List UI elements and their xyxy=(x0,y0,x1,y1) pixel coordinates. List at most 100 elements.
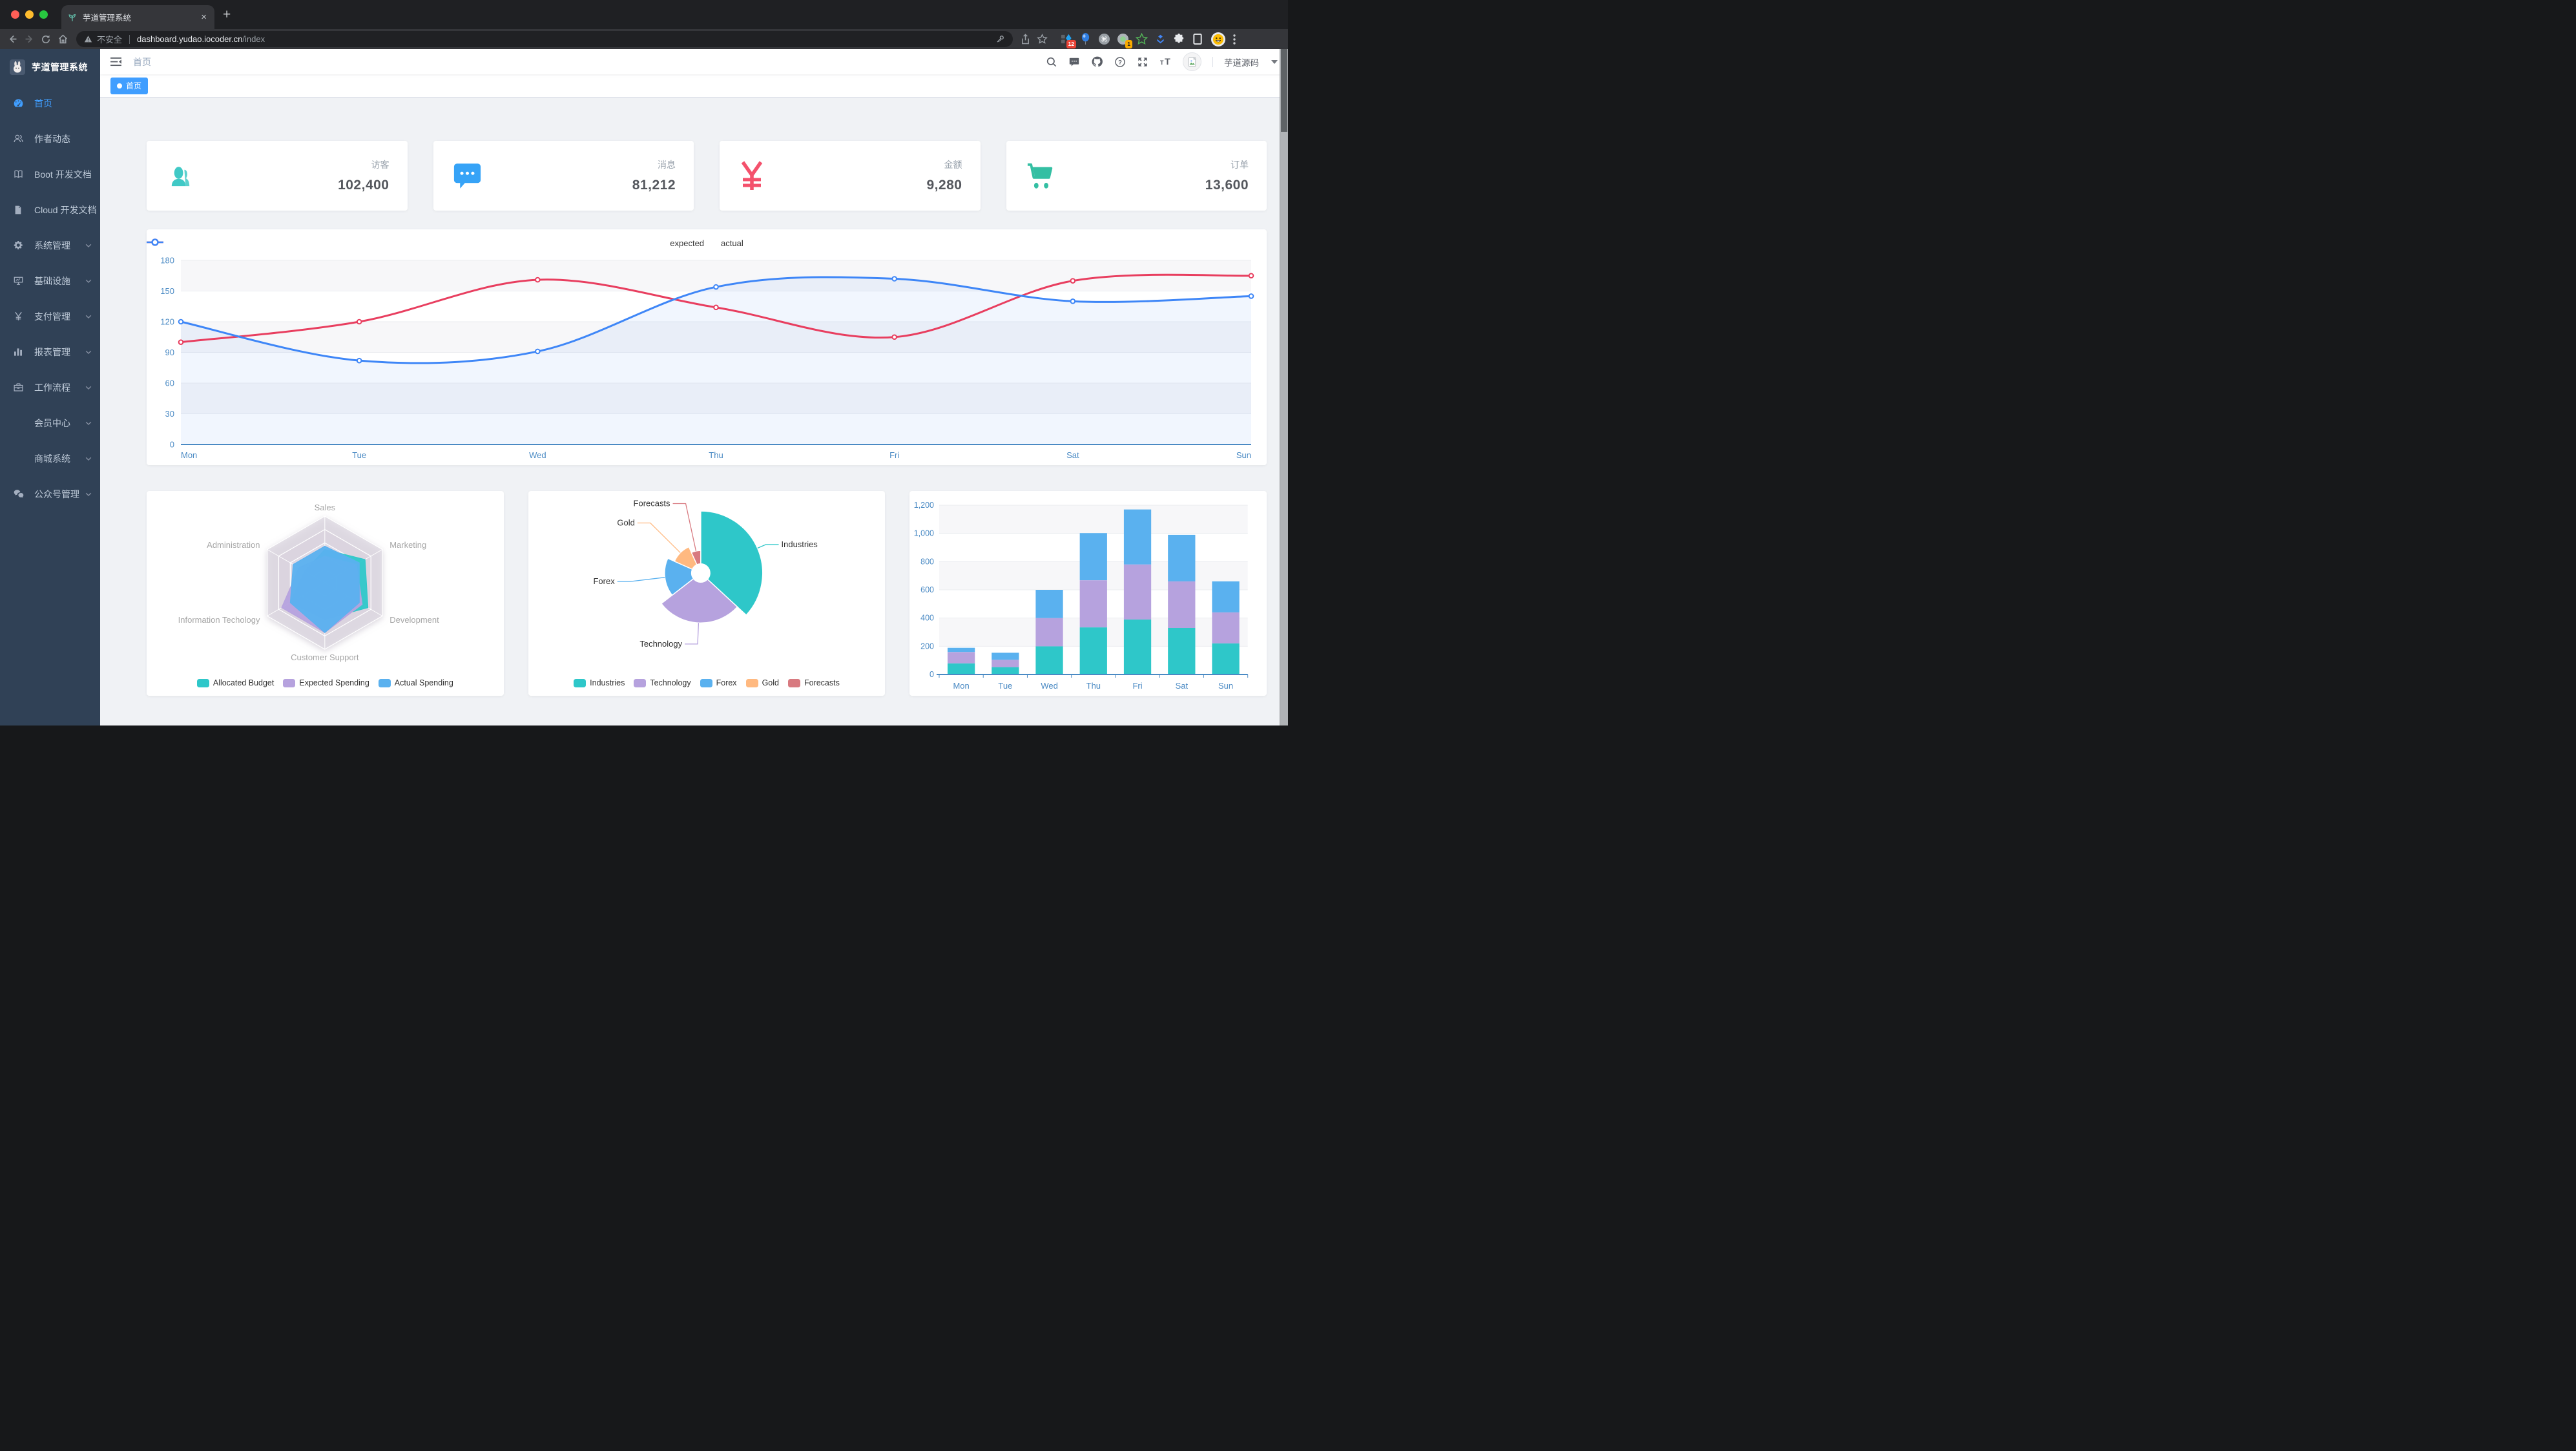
navbar-divider xyxy=(1212,56,1213,67)
dashboard-icon xyxy=(13,98,25,109)
extension-reading-list-icon[interactable] xyxy=(1190,32,1205,47)
sidebar-item-11[interactable]: 商城系统 xyxy=(0,441,100,476)
legend-item[interactable]: Forecasts xyxy=(787,678,840,687)
tab-close-icon[interactable]: × xyxy=(201,12,207,23)
sidebar-item-12[interactable]: 公众号管理 xyxy=(0,476,100,512)
legend-label: expected xyxy=(670,238,705,248)
svg-text:Fri: Fri xyxy=(1133,681,1143,691)
sidebar-item-10[interactable]: 会员中心 xyxy=(0,405,100,441)
legend-swatch xyxy=(283,678,296,687)
extension-puzzle-icon[interactable] xyxy=(1172,32,1186,47)
pie-chart-legend: Industries Technology Forex Gold Forecasts xyxy=(528,678,886,687)
legend-item[interactable]: Allocated Budget xyxy=(196,678,274,687)
bookmark-star-icon[interactable] xyxy=(1034,34,1050,45)
legend-swatch xyxy=(574,678,587,687)
svg-text:1,000: 1,000 xyxy=(914,529,934,538)
caret-down-icon[interactable] xyxy=(1271,59,1278,64)
legend-item-expected[interactable]: expected xyxy=(147,238,705,248)
svg-text:Customer Support: Customer Support xyxy=(291,652,359,662)
radar-chart[interactable]: Sales Administration Information Techology… xyxy=(147,491,504,696)
share-icon[interactable] xyxy=(1017,34,1034,45)
navbar-actions: ? T T 芋道源码 xyxy=(1046,52,1278,71)
new-tab-button[interactable]: + xyxy=(223,7,231,22)
reload-icon[interactable] xyxy=(37,34,54,45)
sidebar-item-7[interactable]: 支付管理 xyxy=(0,298,100,334)
svg-text:Wed: Wed xyxy=(1041,681,1058,691)
sidebar-item-label: 公众号管理 xyxy=(34,488,79,499)
message-icon[interactable] xyxy=(1068,56,1080,68)
fullscreen-icon[interactable] xyxy=(1137,56,1148,68)
pie-chart[interactable]: Industries Technology Forex Gold Forecasts xyxy=(528,491,886,696)
legend-item[interactable]: Industries xyxy=(574,678,625,687)
home-icon[interactable] xyxy=(54,34,71,45)
pie-chart-card: Industries Technology Forex Gold Forecasts I… xyxy=(528,491,886,696)
browser-tab[interactable]: 芋道管理系统 × xyxy=(61,5,214,29)
sidebar-item-3[interactable]: Boot 开发文档 xyxy=(0,156,100,192)
security-label[interactable]: 不安全 xyxy=(97,35,123,45)
sidebar-item-5[interactable]: 系统管理 xyxy=(0,227,100,263)
stat-card-visitors[interactable]: 访客 102,400 xyxy=(147,141,408,211)
url-host: dashboard.yudao.iocoder.cn xyxy=(137,34,243,44)
tag-首页[interactable]: 首页 xyxy=(110,77,149,94)
github-icon[interactable] xyxy=(1091,56,1103,68)
stat-card-messages[interactable]: 消息 81,212 xyxy=(433,141,694,211)
svg-text:Gold: Gold xyxy=(617,517,634,527)
stat-card-orders[interactable]: 订单 13,600 xyxy=(1006,141,1267,211)
svg-text:180: 180 xyxy=(160,256,174,266)
legend-item[interactable]: Expected Spending xyxy=(283,678,369,687)
hamburger-collapse-icon[interactable] xyxy=(110,57,121,67)
sidebar-item-label: 工作流程 xyxy=(34,382,70,393)
sidebar: 芋道管理系统 首页 作者动态 Boot 开发文档 Cloud 开发文档系统管理 基础设施… xyxy=(0,49,100,725)
scrollbar-thumb[interactable] xyxy=(1281,49,1287,132)
extension-balloon-icon[interactable] xyxy=(1078,32,1092,47)
sidebar-item-1[interactable]: 首页 xyxy=(0,85,100,121)
legend-swatch xyxy=(700,678,712,687)
chevron-down-icon xyxy=(85,348,92,356)
kebab-menu-icon[interactable] xyxy=(1233,34,1236,45)
svg-text:0: 0 xyxy=(930,670,934,679)
sidebar-item-9[interactable]: 工作流程 xyxy=(0,370,100,405)
svg-text:Tue: Tue xyxy=(352,450,366,460)
line-chart[interactable]: 0 30 60 90 120 150 180 Mon Tue Wed Thu Fri Sat Sun xyxy=(147,229,1267,465)
sidebar-item-label: Cloud 开发文档 xyxy=(34,204,97,215)
extension-chevrons-icon[interactable] xyxy=(1153,32,1167,47)
sidebar-item-2[interactable]: 作者动态 xyxy=(0,121,100,156)
svg-text:200: 200 xyxy=(920,642,934,651)
stat-peoples-icon xyxy=(166,161,196,191)
window-minimize-button[interactable] xyxy=(25,10,34,19)
tag-label: 首页 xyxy=(126,81,142,90)
help-icon[interactable]: ? xyxy=(1114,56,1126,68)
legend-item-actual[interactable]: actual xyxy=(147,238,743,248)
extension-command-icon[interactable]: ⌘ xyxy=(1097,32,1111,47)
user-avatar-broken-image-icon[interactable] xyxy=(1183,52,1201,71)
key-icon[interactable] xyxy=(995,34,1005,45)
app-page: 芋道管理系统 首页 作者动态 Boot 开发文档 Cloud 开发文档 系统管理 基础设施… xyxy=(0,49,1288,725)
extension-recorder-icon[interactable]: 1 xyxy=(1116,32,1132,48)
sidebar-item-6[interactable]: 基础设施 xyxy=(0,263,100,298)
bar-chart[interactable]: 0 200 400 600 800 1,000 1,200 Mon Tue Wed Thu Fri Sa… xyxy=(909,491,1267,696)
browser-profile-avatar[interactable] xyxy=(1211,32,1225,47)
address-bar[interactable]: 不安全 dashboard.yudao.iocoder.cn/index xyxy=(76,31,1013,47)
app-logo[interactable]: 芋道管理系统 xyxy=(0,49,100,85)
legend-label: Actual Spending xyxy=(394,678,453,687)
stat-card-value: 9,280 xyxy=(926,178,962,193)
page-scrollbar[interactable] xyxy=(1280,49,1288,725)
sidebar-item-4[interactable]: Cloud 开发文档 xyxy=(0,192,100,227)
svg-text:Thu: Thu xyxy=(1086,681,1101,691)
legend-item[interactable]: Forex xyxy=(700,678,737,687)
legend-item[interactable]: Technology xyxy=(634,678,691,687)
extension-tampermonkey-icon[interactable]: 12 xyxy=(1059,32,1076,48)
search-icon[interactable] xyxy=(1046,56,1057,68)
legend-item[interactable]: Gold xyxy=(745,678,779,687)
stat-card-amount[interactable]: 金额 9,280 xyxy=(720,141,981,211)
window-close-button[interactable] xyxy=(11,10,19,19)
window-zoom-button[interactable] xyxy=(39,10,48,19)
breadcrumb[interactable]: 首页 xyxy=(133,56,151,67)
sidebar-item-8[interactable]: 报表管理 xyxy=(0,334,100,370)
username-dropdown[interactable]: 芋道源码 xyxy=(1224,57,1259,68)
back-icon[interactable] xyxy=(4,34,21,45)
extension-star-outline-icon[interactable] xyxy=(1134,32,1148,47)
legend-item[interactable]: Actual Spending xyxy=(378,678,453,687)
forward-icon[interactable] xyxy=(21,34,37,45)
